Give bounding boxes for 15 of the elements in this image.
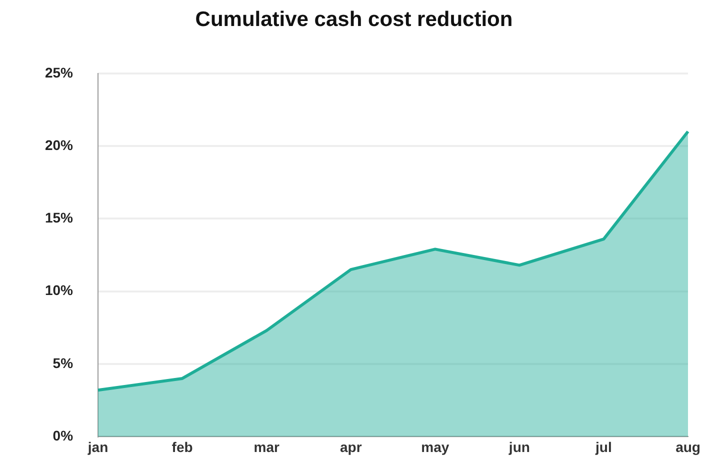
x-tick-label: may [421,438,450,455]
x-tick-label: aug [676,438,700,455]
chart-title: Cumulative cash cost reduction [194,8,514,32]
x-tick-label: jun [508,438,530,455]
x-tick-label: mar [254,438,280,455]
x-tick-label: feb [172,438,193,455]
y-tick-label: 15% [44,210,74,226]
x-tick-label: jul [594,438,612,455]
y-tick-label: 20% [44,136,74,153]
y-tick-label: 5% [52,354,74,371]
y-tick-label: 10% [44,282,74,298]
x-tick-label: jan [86,438,108,455]
y-tick-label: 0% [52,427,74,444]
x-tick-label: apr [340,438,362,455]
y-tick-label: 25% [44,64,74,80]
